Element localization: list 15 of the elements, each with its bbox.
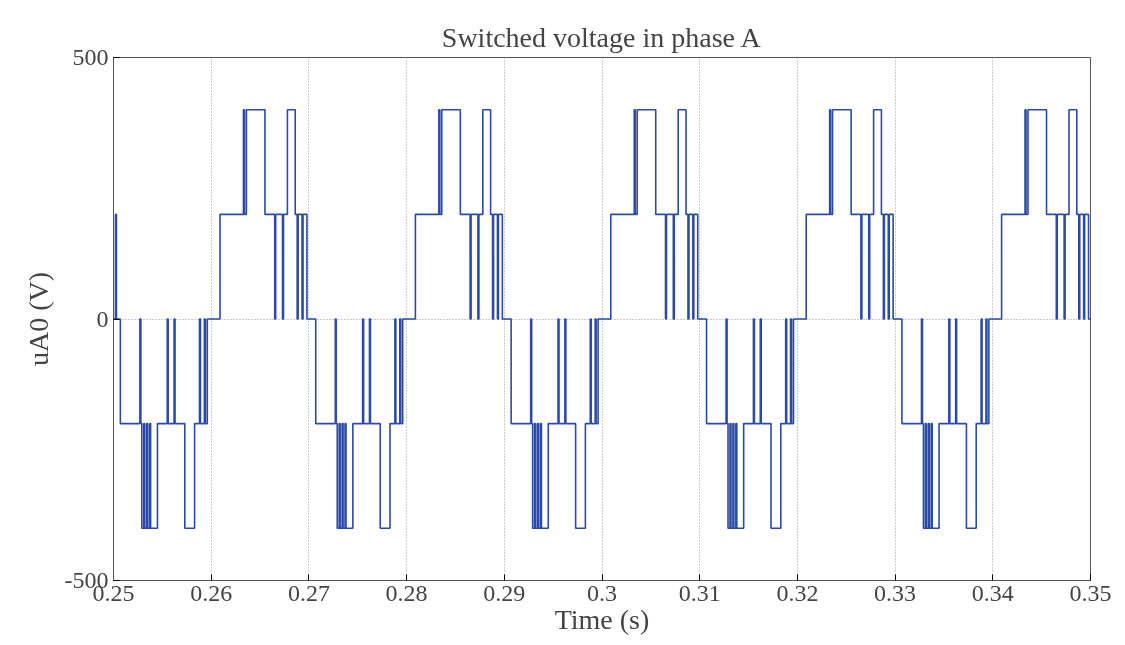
x-axis-title: Time (s)	[554, 603, 650, 635]
y-tick-label: 500	[72, 44, 109, 70]
x-tick-label: 0.32	[776, 579, 819, 606]
x-tick-label: 0.33	[874, 579, 917, 606]
x-tick-label: 0.31	[678, 579, 721, 606]
x-tick-label: 0.34	[971, 579, 1014, 606]
x-tick-label: 0.28	[385, 579, 428, 606]
x-tick-label: 0.3	[587, 579, 617, 606]
y-axis-title: uA0 (V)	[22, 271, 54, 367]
chart-title: Switched voltage in phase A	[441, 21, 762, 53]
x-tick-label: 0.27	[287, 579, 330, 606]
x-tick-label: 0.26	[190, 579, 233, 606]
x-tick-label: 0.29	[483, 579, 526, 606]
x-tick-label: 0.35	[1069, 579, 1112, 606]
y-tick-label: 0	[96, 305, 109, 332]
